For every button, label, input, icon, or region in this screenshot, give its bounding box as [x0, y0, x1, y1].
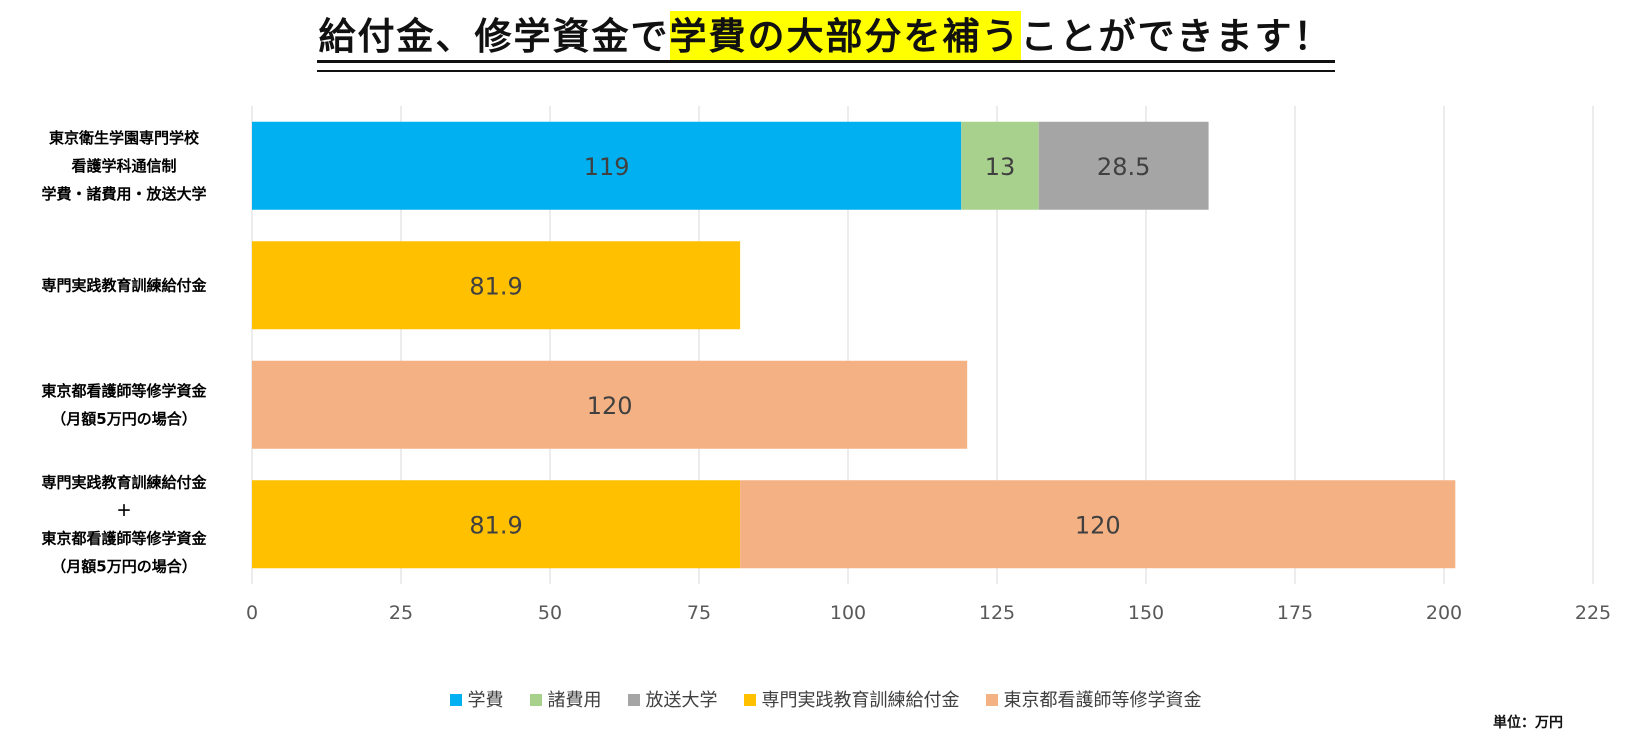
title-part1: 給付金、修学資金で	[318, 15, 670, 58]
legend-swatch	[627, 694, 640, 706]
category-label: 専門実践教育訓練給付金	[41, 276, 207, 294]
x-tick-label: 150	[1128, 602, 1164, 624]
legend-label: 放送大学	[645, 690, 718, 711]
category-label: （月額5万円の場合）	[51, 410, 196, 428]
legend-item: 放送大学	[627, 686, 718, 712]
page-title: 給付金、修学資金で学費の大部分を補うことができます！	[316, 11, 1335, 72]
legend-label: 諸費用	[547, 690, 602, 711]
data-label: 81.9	[469, 511, 522, 539]
category-label: 東京衛生学園専門学校	[49, 129, 200, 147]
x-tick-label: 225	[1575, 602, 1611, 624]
x-tick-label: 200	[1426, 602, 1462, 624]
x-tick-label: 100	[830, 602, 866, 624]
bar-segment	[252, 121, 962, 210]
category-label: 東京都看護師等修学資金	[41, 382, 207, 400]
data-label: 28.5	[1097, 153, 1150, 181]
bar-segment	[252, 360, 968, 449]
category-label: 看護学科通信制	[71, 157, 176, 175]
x-tick-label: 175	[1277, 602, 1313, 624]
x-tick-label: 25	[389, 602, 413, 624]
category-label: ＋	[116, 501, 131, 519]
category-label: 専門実践教育訓練給付金	[41, 473, 207, 491]
data-label: 120	[587, 392, 633, 420]
title-container: 給付金、修学資金で学費の大部分を補うことができます！	[0, 11, 1651, 72]
bar-segment	[961, 121, 1039, 210]
x-tick-label: 0	[246, 602, 258, 624]
data-label: 81.9	[469, 272, 522, 300]
legend-swatch	[449, 694, 462, 706]
x-tick-label: 125	[979, 602, 1015, 624]
legend-item: 専門実践教育訓練給付金	[743, 686, 960, 712]
title-part2: ことができます！	[1020, 15, 1333, 58]
bar-chart: 0 25 50 75 100 125 150 175 200 225 119 13 28.5 東京衛生学園…	[41, 106, 1611, 624]
legend-item: 学費	[449, 686, 504, 712]
bar-segment	[252, 480, 741, 569]
data-label: 120	[1075, 511, 1121, 539]
category-label: （月額5万円の場合）	[51, 557, 196, 575]
legend-label: 学費	[467, 690, 504, 711]
legend-swatch	[743, 694, 756, 706]
bar-segment	[740, 480, 1456, 569]
category-label: 学費・諸費用・放送大学	[41, 185, 206, 203]
legend-item: 東京都看護師等修学資金	[985, 686, 1202, 712]
data-label: 13	[985, 153, 1016, 181]
x-tick-label: 75	[687, 602, 711, 624]
title-highlight: 学費の大部分を補う	[669, 11, 1021, 62]
legend-item: 諸費用	[529, 686, 602, 712]
bar-segment	[252, 241, 741, 330]
unit-label: 単位：万円	[1493, 715, 1563, 731]
chart-legend: 学費 諸費用 放送大学 専門実践教育訓練給付金 東京都看護師等修学資金	[0, 686, 1651, 712]
legend-swatch	[529, 694, 542, 706]
legend-label: 専門実践教育訓練給付金	[761, 690, 960, 711]
x-tick-label: 50	[538, 602, 562, 624]
data-label: 119	[584, 153, 630, 181]
legend-swatch	[985, 694, 998, 706]
bar-segment	[1038, 121, 1209, 210]
legend-label: 東京都看護師等修学資金	[1003, 690, 1202, 711]
category-label: 東京都看護師等修学資金	[41, 529, 207, 547]
